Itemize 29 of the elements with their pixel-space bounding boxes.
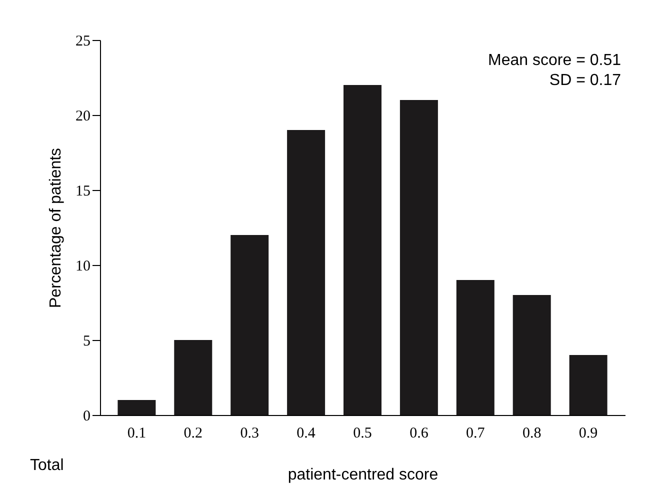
bar (400, 100, 438, 415)
bar (512, 295, 551, 415)
bar (230, 235, 269, 415)
bar (174, 340, 212, 415)
x-tick-label: 0.9 (578, 426, 598, 442)
x-tick-label: 0.6 (410, 426, 429, 442)
y-axis-title: Percentage of patients (48, 148, 64, 308)
y-tick-label: 0 (83, 408, 90, 424)
x-axis-title: patient-centred score (288, 466, 438, 484)
bar (456, 280, 494, 415)
y-tick-label: 10 (76, 258, 90, 274)
bar (118, 400, 156, 415)
x-tick-label: 0.2 (184, 426, 203, 442)
bar (287, 130, 326, 415)
y-tick-label: 5 (83, 334, 90, 350)
x-tick-label: 0.4 (296, 426, 316, 442)
annotation: SD = 0.17 (549, 72, 622, 89)
y-tick-label: 20 (76, 108, 90, 124)
x-tick-label: 0.3 (240, 426, 259, 442)
annotation: Mean score = 0.51 (488, 52, 622, 69)
x-tick-label: 0.7 (466, 426, 486, 442)
bar (569, 355, 608, 415)
y-tick-label: 25 (76, 34, 90, 50)
text: Total (30, 457, 64, 474)
y-tick-label: 15 (76, 184, 90, 200)
x-tick-label: 0.8 (522, 426, 542, 442)
x-tick-label: 0.5 (353, 426, 372, 442)
bar (344, 85, 382, 415)
x-tick-label: 0.1 (127, 426, 146, 442)
